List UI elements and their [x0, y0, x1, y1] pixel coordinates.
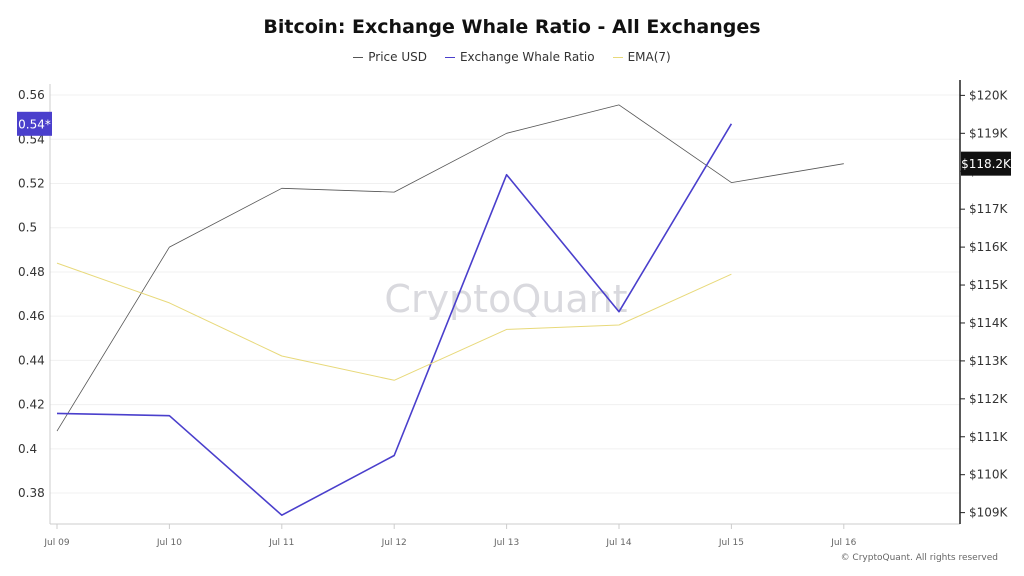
x-tick-label: Jul 13 — [493, 538, 519, 548]
left-tick-label: 0.44 — [18, 353, 45, 367]
legend-item-whale-ratio[interactable]: Exchange Whale Ratio — [444, 50, 595, 64]
x-tick-label: Jul 09 — [43, 538, 69, 548]
series-line-exchange-whale-ratio — [56, 123, 733, 517]
right-tick-label: $114K — [969, 316, 1009, 330]
legend-swatch-price — [353, 56, 364, 58]
right-tick-label: $120K — [969, 88, 1009, 102]
right-tick-label: $109K — [969, 506, 1009, 520]
x-tick-label: Jul 15 — [718, 538, 744, 548]
x-tick-label: Jul 10 — [156, 538, 182, 548]
legend-swatch-whale-ratio — [444, 56, 455, 58]
chart-title: Bitcoin: Exchange Whale Ratio - All Exch… — [263, 16, 761, 38]
x-tick-label: Jul 14 — [605, 538, 631, 548]
right-tick-label: $115K — [969, 278, 1009, 292]
legend-item-ema[interactable]: EMA(7) — [612, 50, 671, 64]
current-price-label: $118.2K — [961, 157, 1012, 171]
right-tick-label: $119K — [969, 126, 1009, 140]
series-line-ema-7- — [56, 262, 732, 381]
series-line-price-usd — [56, 104, 844, 432]
legend-swatch-ema — [612, 56, 623, 58]
left-tick-label: 0.4 — [18, 442, 37, 456]
left-tick-label: 0.56 — [18, 88, 45, 102]
legend-label-ema: EMA(7) — [627, 50, 671, 64]
current-ratio-label: 0.54* — [18, 117, 51, 131]
legend-item-price[interactable]: Price USD — [353, 50, 427, 64]
left-tick-label: 0.52 — [18, 176, 45, 190]
x-tick-label: Jul 16 — [830, 538, 856, 548]
left-tick-label: 0.38 — [18, 486, 45, 500]
right-tick-label: $112K — [969, 392, 1009, 406]
current-ratio-badge — [17, 111, 52, 136]
legend-label-price: Price USD — [368, 50, 427, 64]
right-tick-label: $116K — [969, 240, 1009, 254]
right-tick-label: $113K — [969, 354, 1009, 368]
left-tick-label: 0.46 — [18, 309, 45, 323]
copyright-notice: © CryptoQuant. All rights reserved — [840, 553, 998, 563]
x-tick-label: Jul 12 — [381, 538, 407, 548]
watermark: CryptoQuant — [384, 277, 627, 321]
chart-legend: Price USD Exchange Whale Ratio EMA(7) — [0, 50, 1024, 64]
left-tick-label: 0.48 — [18, 265, 45, 279]
legend-label-whale-ratio: Exchange Whale Ratio — [459, 50, 595, 64]
right-tick-label: $110K — [969, 468, 1009, 482]
right-tick-label: $117K — [969, 202, 1009, 216]
x-tick-label: Jul 11 — [268, 538, 294, 548]
left-tick-label: 0.42 — [18, 398, 45, 412]
right-tick-label: $111K — [969, 430, 1009, 444]
left-tick-label: 0.5 — [18, 221, 37, 235]
current-price-badge — [961, 151, 1011, 176]
